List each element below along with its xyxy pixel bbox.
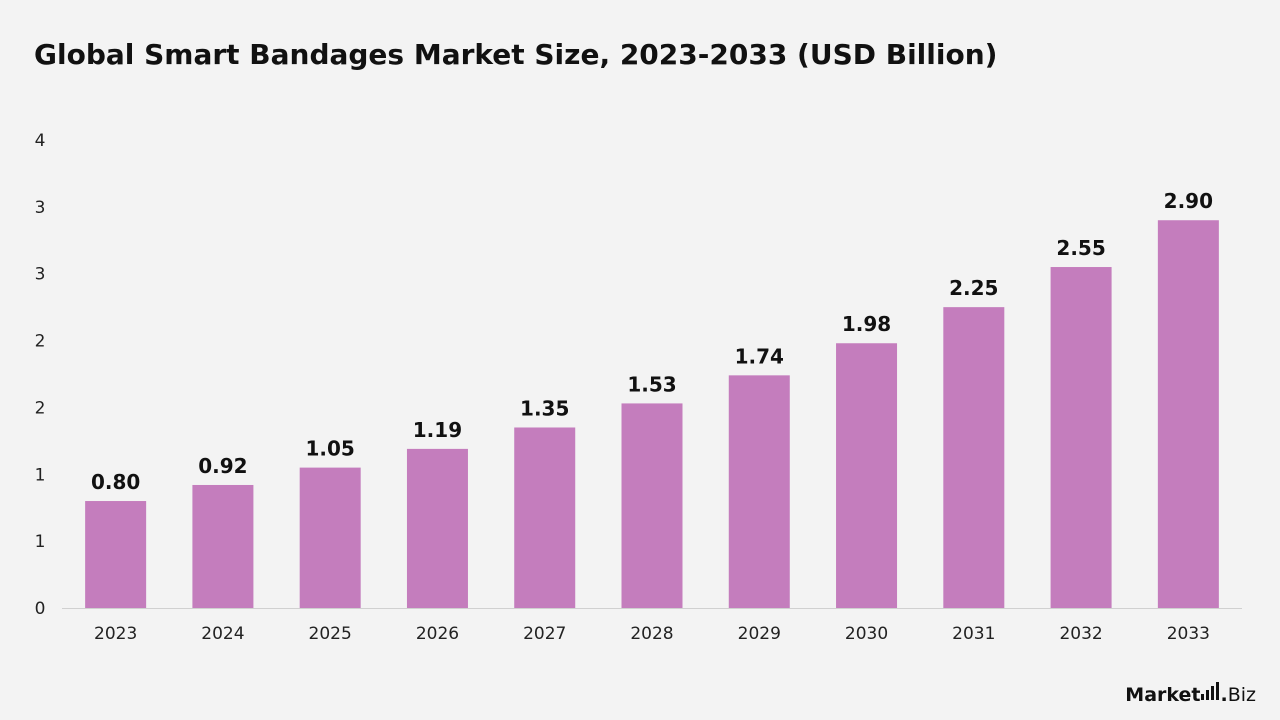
data-label-2033: 2.90	[1164, 189, 1213, 213]
bar-2024	[192, 484, 254, 608]
brand-logo-main: Market	[1125, 684, 1201, 706]
bar-2026	[406, 448, 468, 608]
x-tick-label-2029: 2029	[738, 624, 781, 644]
bar-2033	[1157, 220, 1219, 608]
bar-2025	[299, 467, 361, 608]
data-labels: 0.80 0.92 1.05 1.19 1.35 1.53 1.74 1.98 2.25 2.55…	[91, 189, 1213, 494]
x-tick-label-2026: 2026	[416, 624, 459, 644]
data-label-2032: 2.55	[1056, 236, 1105, 260]
bar-2030	[836, 343, 898, 608]
x-tick-label-2030: 2030	[845, 624, 888, 644]
x-tick-label-2024: 2024	[201, 624, 244, 644]
x-tick-label-2023: 2023	[94, 624, 137, 644]
bar-2029	[728, 375, 790, 608]
data-label-2025: 1.05	[306, 437, 355, 461]
chart-title: Global Smart Bandages Market Size, 2023-…	[34, 38, 998, 71]
y-axis: 0 1 1 2 2 3 3 4	[35, 131, 46, 619]
bars	[85, 220, 1219, 608]
x-tick-label-2025: 2025	[309, 624, 352, 644]
data-label-2027: 1.35	[520, 396, 569, 420]
x-tick-label-2033: 2033	[1167, 624, 1210, 644]
brand-logo: Market . Biz	[1125, 682, 1256, 706]
data-label-2028: 1.53	[627, 372, 676, 396]
y-tick-label: 1	[35, 465, 46, 485]
y-tick-label: 3	[35, 265, 46, 285]
data-label-2031: 2.25	[949, 276, 998, 300]
data-label-2024: 0.92	[198, 454, 247, 478]
y-tick-label: 2	[35, 398, 46, 418]
data-label-2029: 1.74	[735, 344, 784, 368]
x-axis-ticks: 2023 2024 2025 2026 2027 2028 2029 2030 2031 2032…	[94, 624, 1210, 644]
bar-2031	[943, 307, 1005, 608]
x-tick-label-2032: 2032	[1059, 624, 1102, 644]
y-tick-label: 1	[35, 532, 46, 552]
bar-2027	[514, 427, 576, 608]
data-label-2026: 1.19	[413, 418, 462, 442]
y-tick-label: 3	[35, 198, 46, 218]
data-label-2023: 0.80	[91, 470, 140, 494]
x-tick-label-2027: 2027	[523, 624, 566, 644]
data-label-2030: 1.98	[842, 312, 891, 336]
bar-2023	[85, 501, 147, 608]
bar-chart-icon	[1201, 682, 1220, 700]
x-tick-label-2031: 2031	[952, 624, 995, 644]
bar-2028	[621, 403, 683, 608]
bar-2032	[1050, 267, 1112, 608]
brand-logo-dot: .	[1220, 684, 1228, 706]
x-tick-label-2028: 2028	[630, 624, 673, 644]
y-tick-label: 4	[35, 131, 46, 151]
y-tick-label: 2	[35, 332, 46, 352]
y-tick-label: 0	[35, 599, 46, 619]
brand-logo-ext: Biz	[1227, 684, 1256, 706]
